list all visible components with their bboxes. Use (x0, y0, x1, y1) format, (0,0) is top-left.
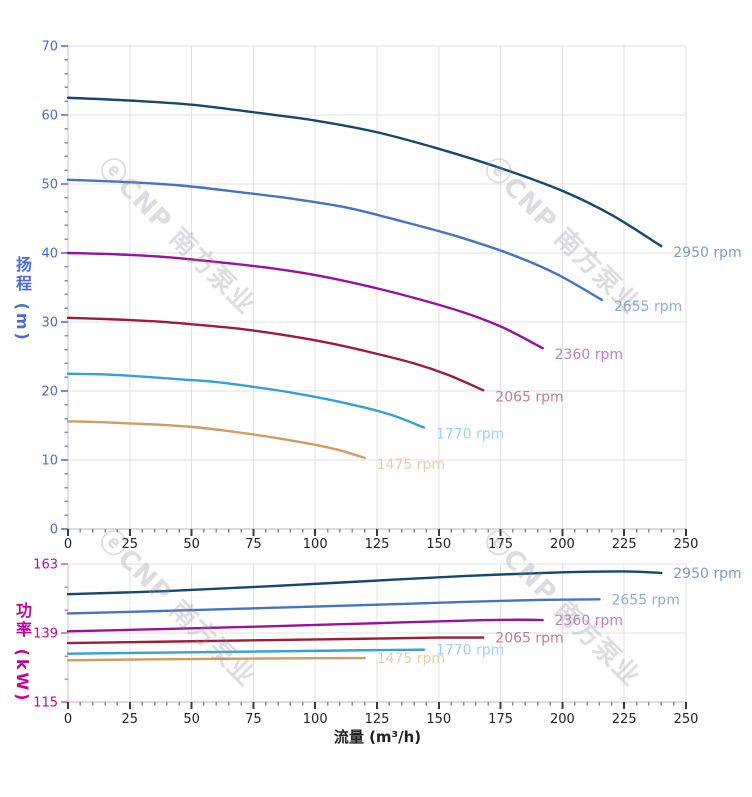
pump-curve (66, 178, 604, 302)
x-tick-label: 25 (122, 712, 139, 727)
pump-curve (66, 251, 544, 350)
x-tick-label: 200 (550, 537, 575, 552)
y-tick-label: 70 (41, 40, 58, 55)
rpm-label: 1770 rpm (436, 427, 504, 443)
x-tick-label: 200 (550, 712, 575, 727)
y-tick-label: 10 (41, 454, 58, 469)
rpm-label: 1475 rpm (377, 457, 445, 473)
gridlines (67, 563, 687, 702)
x-tick-label: 0 (64, 712, 72, 727)
pump-curve (66, 636, 485, 645)
x-tick-label: 100 (303, 537, 328, 552)
y-tick-label: 115 (33, 696, 58, 711)
x-tick-label: 100 (303, 712, 328, 727)
chart-1: 115 139 163 0 25 50 75 100 125 150 175 200 225 250 295… (33, 558, 741, 728)
gridlines (67, 45, 687, 529)
pump-curve (66, 598, 601, 615)
rpm-label: 2655 rpm (614, 299, 682, 315)
y-tick-label: 50 (41, 178, 58, 193)
ticks (61, 45, 687, 536)
rpm-label: 1770 rpm (436, 643, 504, 659)
rpm-label: 1475 rpm (377, 651, 445, 667)
head-axis-title: 扬程 (m) (13, 256, 32, 343)
rpm-label: 2065 rpm (495, 389, 563, 405)
rpm-label: 2360 rpm (555, 613, 623, 629)
x-tick-label: 125 (365, 712, 390, 727)
pump-curve (66, 656, 366, 662)
y-tick-label: 40 (41, 247, 58, 262)
y-tick-label: 0 (50, 523, 58, 538)
x-tick-label: 0 (64, 537, 72, 552)
x-tick-label: 150 (426, 537, 451, 552)
x-tick-label: 25 (122, 537, 139, 552)
x-tick-label: 75 (245, 712, 262, 727)
x-tick-label: 250 (674, 537, 699, 552)
flow-axis-title: 流量 (m³/h) (333, 728, 422, 746)
pump-curve (66, 570, 663, 596)
pump-curve (66, 618, 544, 633)
x-tick-label: 125 (365, 537, 390, 552)
pump-curve (66, 96, 663, 248)
ticks (61, 563, 687, 709)
x-tick-label: 225 (612, 712, 637, 727)
x-tick-label: 175 (488, 712, 513, 727)
pump-curve (66, 316, 485, 392)
chart-0: 0 10 20 30 40 50 60 70 0 25 50 75 100 125 150 175 200 225… (41, 40, 741, 553)
rpm-label: 2950 rpm (673, 245, 741, 261)
pump-curve (66, 420, 366, 460)
power-axis-title: 功率 (kW) (13, 602, 32, 704)
x-tick-label: 250 (674, 712, 699, 727)
y-tick-label: 60 (41, 109, 58, 124)
y-tick-label: 30 (41, 316, 58, 331)
rpm-label: 2655 rpm (611, 592, 679, 608)
rpm-label: 2065 rpm (495, 631, 563, 647)
x-tick-label: 50 (183, 712, 200, 727)
pump-curve (66, 648, 426, 655)
x-tick-label: 175 (488, 537, 513, 552)
x-tick-label: 75 (245, 537, 262, 552)
pump-curve (66, 372, 426, 429)
y-tick-label: 163 (33, 558, 58, 573)
x-tick-label: 50 (183, 537, 200, 552)
y-tick-label: 20 (41, 385, 58, 400)
rpm-label: 2360 rpm (555, 347, 623, 363)
x-tick-label: 150 (426, 712, 451, 727)
x-tick-label: 225 (612, 537, 637, 552)
rpm-label: 2950 rpm (673, 566, 741, 582)
y-tick-label: 139 (33, 627, 58, 642)
